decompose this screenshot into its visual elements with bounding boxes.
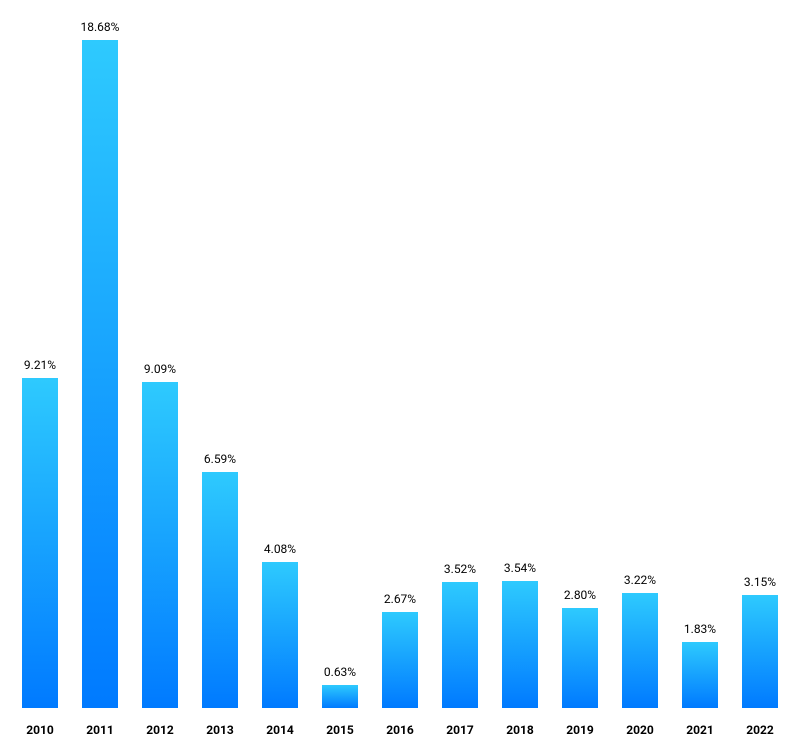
bar-group: 0.63% — [310, 20, 370, 708]
bar-group: 3.54% — [490, 20, 550, 708]
x-tick: 2021 — [670, 723, 730, 737]
bar — [322, 685, 358, 708]
bar — [22, 378, 58, 708]
bar — [562, 608, 598, 708]
bar — [622, 593, 658, 708]
value-label: 9.21% — [24, 358, 56, 372]
bar — [502, 581, 538, 708]
bar — [442, 582, 478, 708]
x-tick: 2022 — [730, 723, 790, 737]
value-label: 18.68% — [81, 20, 120, 34]
value-label: 1.83% — [684, 622, 716, 636]
x-tick: 2012 — [130, 723, 190, 737]
x-tick: 2014 — [250, 723, 310, 737]
bar-chart: 9.21% 18.68% 9.09% 6.59% 4.08% 0.63% 2.67% 3.52… — [0, 0, 800, 749]
bar-group: 2.80% — [550, 20, 610, 708]
bar-group: 2.67% — [370, 20, 430, 708]
x-tick: 2020 — [610, 723, 670, 737]
value-label: 2.67% — [384, 592, 416, 606]
value-label: 6.59% — [204, 452, 236, 466]
bar-group: 3.15% — [730, 20, 790, 708]
bar — [262, 562, 298, 708]
value-label: 3.52% — [444, 562, 476, 576]
x-tick: 2018 — [490, 723, 550, 737]
bar — [682, 642, 718, 708]
x-tick: 2017 — [430, 723, 490, 737]
x-tick: 2010 — [10, 723, 70, 737]
value-label: 0.63% — [324, 665, 356, 679]
value-label: 3.22% — [624, 573, 656, 587]
plot-area: 9.21% 18.68% 9.09% 6.59% 4.08% 0.63% 2.67% 3.52… — [10, 20, 790, 709]
bar-group: 1.83% — [670, 20, 730, 708]
value-label: 4.08% — [264, 542, 296, 556]
bar — [742, 595, 778, 708]
bar-group: 6.59% — [190, 20, 250, 708]
bar-group: 9.09% — [130, 20, 190, 708]
value-label: 9.09% — [144, 362, 176, 376]
bar-group: 3.22% — [610, 20, 670, 708]
x-tick: 2013 — [190, 723, 250, 737]
x-tick: 2016 — [370, 723, 430, 737]
bar — [82, 40, 118, 708]
bar — [142, 382, 178, 708]
value-label: 2.80% — [564, 588, 596, 602]
value-label: 3.15% — [744, 575, 776, 589]
bar-group: 4.08% — [250, 20, 310, 708]
bar — [202, 472, 238, 708]
x-axis: 2010201120122013201420152016201720182019… — [10, 723, 790, 737]
x-tick: 2015 — [310, 723, 370, 737]
bar — [382, 612, 418, 708]
x-tick: 2011 — [70, 723, 130, 737]
value-label: 3.54% — [504, 561, 536, 575]
bar-group: 3.52% — [430, 20, 490, 708]
bar-group: 9.21% — [10, 20, 70, 708]
bar-group: 18.68% — [70, 20, 130, 708]
x-tick: 2019 — [550, 723, 610, 737]
